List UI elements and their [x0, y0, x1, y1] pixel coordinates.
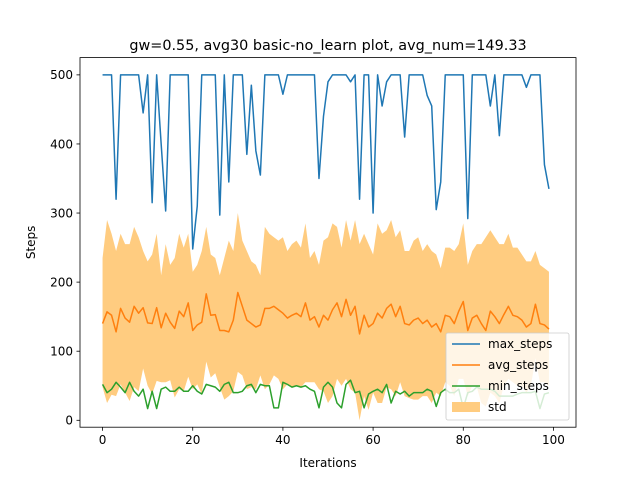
legend-label-min-steps: min_steps [488, 379, 549, 393]
y-tick-label: 100 [50, 345, 73, 359]
legend-label-std: std [488, 400, 507, 414]
x-tick-label: 40 [275, 433, 290, 447]
x-tick-label: 60 [365, 433, 380, 447]
y-axis-label: Steps [24, 226, 38, 260]
y-tick-label: 200 [50, 275, 73, 289]
x-tick-label: 0 [99, 433, 107, 447]
y-tick-label: 500 [50, 68, 73, 82]
series-line-max-steps [102, 74, 550, 250]
legend-box [445, 332, 570, 421]
legend-swatch-std [452, 402, 480, 412]
legend-label-avg-steps: avg_steps [488, 358, 548, 372]
x-axis-label: Iterations [299, 456, 356, 470]
y-tick-label: 400 [50, 137, 73, 151]
x-tick-label: 20 [185, 433, 200, 447]
x-tick-label: 80 [456, 433, 471, 447]
chart-title: gw=0.55, avg30 basic-no_learn plot, avg_… [129, 38, 526, 54]
axes-frame [79, 57, 577, 428]
x-tick-label: 100 [542, 433, 565, 447]
y-tick-label: 0 [65, 414, 73, 428]
y-tick-label: 300 [50, 206, 73, 220]
x-ticks: 0 20 40 60 80 100 [99, 427, 565, 447]
legend: max_steps avg_steps min_steps std [445, 332, 570, 421]
series-line-avg-steps [101, 291, 550, 335]
y-ticks: 0 100 200 300 400 500 [50, 68, 80, 428]
legend-label-max-steps: max_steps [488, 337, 552, 351]
